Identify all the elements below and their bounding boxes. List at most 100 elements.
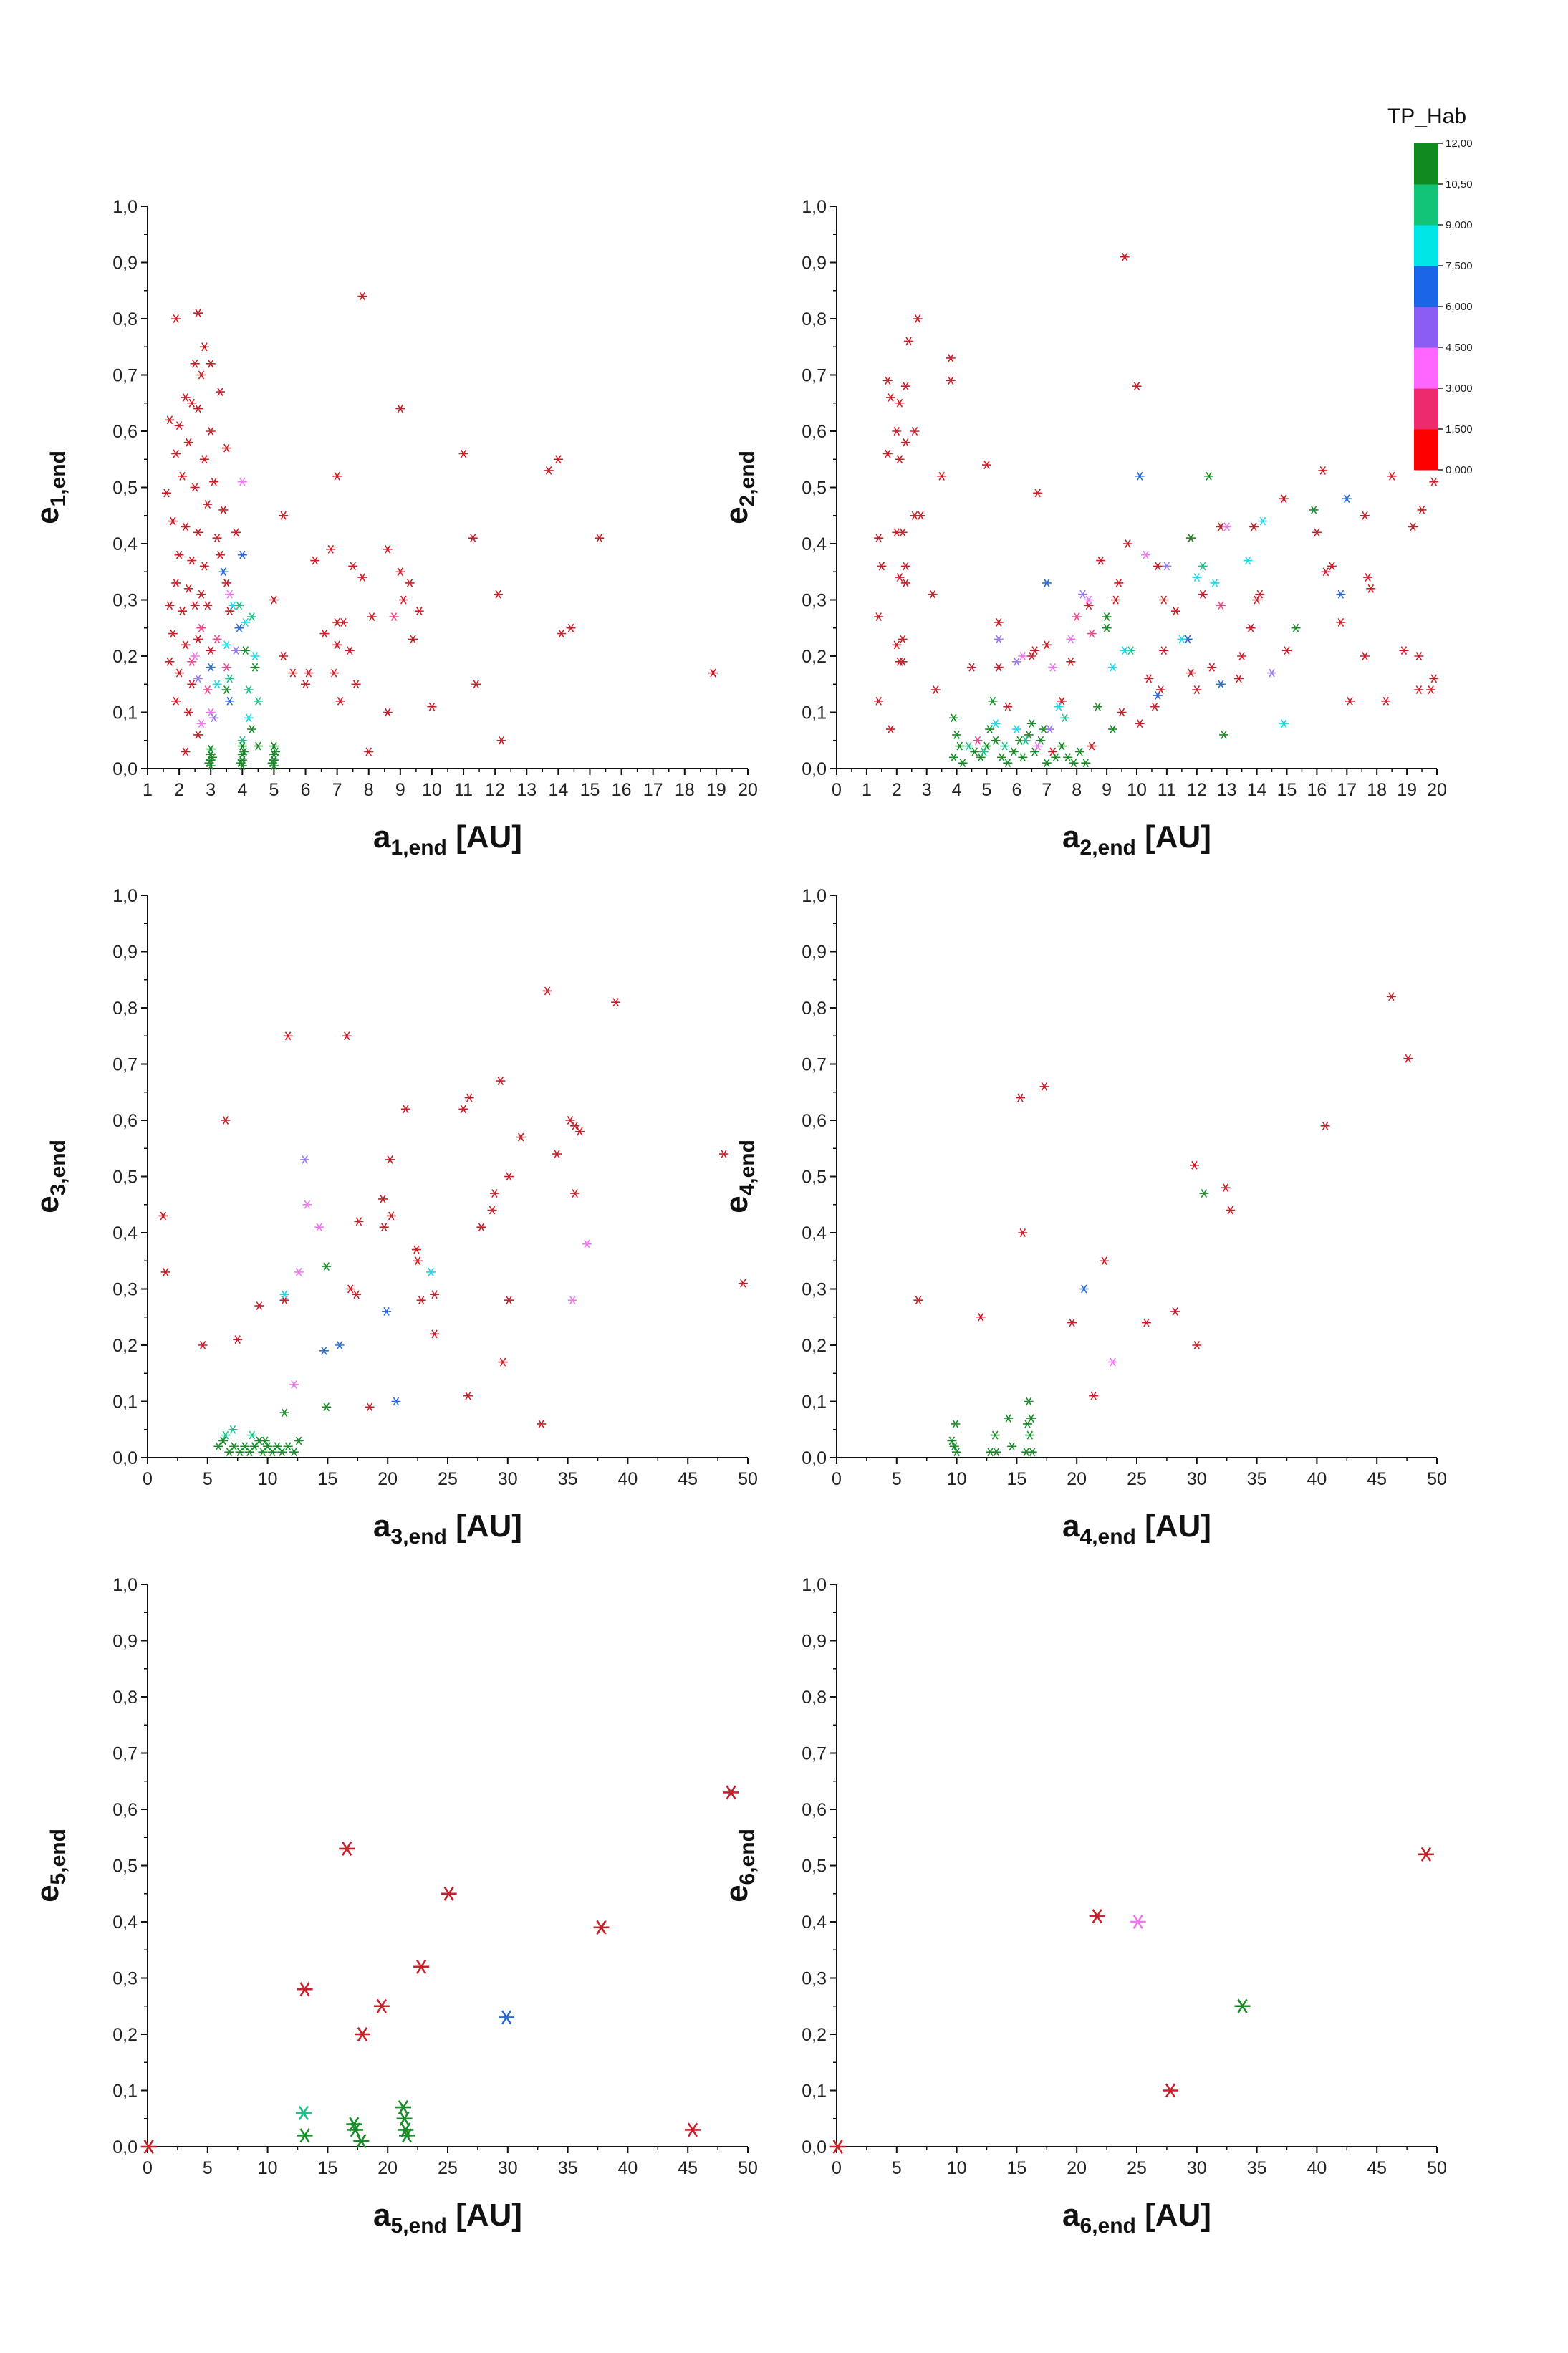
- data-point: [235, 1448, 245, 1457]
- data-point: [1000, 741, 1010, 751]
- data-point: [1258, 516, 1268, 526]
- data-point: [253, 696, 263, 706]
- data-point: [193, 635, 203, 644]
- x-tick-label: 5: [203, 1469, 213, 1489]
- y-tick-label: 0,2: [112, 1336, 138, 1356]
- data-point: [168, 629, 178, 638]
- data-point: [1072, 612, 1082, 622]
- data-point: [1114, 578, 1124, 587]
- data-point: [263, 1442, 273, 1451]
- data-point: [499, 2010, 515, 2025]
- data-point: [174, 550, 184, 559]
- data-point: [332, 471, 342, 481]
- data-point: [229, 1442, 239, 1451]
- x-tick-label: 35: [558, 1469, 578, 1489]
- data-point: [250, 663, 260, 672]
- data-point: [213, 1442, 223, 1451]
- y-tick-label: 0,5: [112, 1168, 138, 1188]
- data-point: [379, 1223, 389, 1232]
- data-point: [408, 635, 418, 644]
- x-tick-label: 35: [1247, 1469, 1267, 1489]
- y-tick-label: 0,7: [802, 366, 827, 386]
- data-point: [1087, 741, 1097, 751]
- data-point: [1177, 635, 1187, 644]
- data-point: [411, 1245, 421, 1254]
- data-point: [1107, 663, 1117, 672]
- data-point: [1011, 657, 1021, 666]
- data-point: [199, 562, 209, 571]
- y-tick-label: 0,9: [112, 943, 138, 963]
- data-point: [249, 1442, 259, 1451]
- y-tick-label: 0,4: [112, 1912, 138, 1933]
- data-point: [158, 1211, 168, 1221]
- x-tick-label: 10: [422, 780, 442, 800]
- data-point: [353, 2134, 370, 2149]
- y-tick-label: 0,5: [802, 1857, 827, 1877]
- data-point: [978, 747, 989, 756]
- data-point: [1386, 992, 1396, 1001]
- data-point: [329, 668, 339, 678]
- x-tick-label: 15: [1006, 1469, 1026, 1489]
- data-point: [885, 393, 895, 402]
- colorbar-band: [1414, 347, 1438, 389]
- y-tick-label: 0,7: [112, 1744, 138, 1764]
- data-point: [332, 640, 342, 650]
- data-point: [963, 741, 973, 751]
- data-point: [190, 359, 200, 368]
- data-point: [272, 1442, 282, 1451]
- x-tick-label: 35: [1247, 2158, 1267, 2178]
- data-point: [187, 680, 197, 689]
- x-tick-label: 10: [258, 2158, 278, 2178]
- x-tick-label: 10: [258, 1469, 278, 1489]
- data-point: [426, 1267, 436, 1276]
- x-tick-label: 10: [947, 1469, 967, 1489]
- data-point: [1039, 1082, 1049, 1091]
- data-point: [1156, 685, 1166, 695]
- data-point: [304, 668, 314, 678]
- data-point: [885, 725, 895, 734]
- data-point: [183, 708, 193, 717]
- data-point: [357, 573, 367, 582]
- data-point: [900, 562, 910, 571]
- x-tick-label: 5: [203, 2158, 213, 2178]
- data-point: [267, 1448, 277, 1457]
- data-point: [221, 663, 231, 672]
- data-point: [1093, 702, 1103, 711]
- data-point: [1120, 646, 1130, 655]
- x-axis-label: a1,end [AU]: [373, 819, 522, 860]
- data-point: [395, 567, 405, 577]
- x-tick-label: 19: [706, 780, 726, 800]
- data-point: [244, 685, 254, 695]
- data-point: [1243, 556, 1253, 565]
- data-point: [458, 449, 468, 458]
- data-point: [611, 998, 621, 1007]
- data-point: [718, 1150, 728, 1159]
- data-point: [708, 668, 718, 678]
- y-tick-label: 0,7: [112, 1055, 138, 1075]
- data-point: [183, 438, 193, 447]
- data-point: [892, 427, 902, 436]
- data-point: [1381, 696, 1391, 706]
- data-point: [895, 657, 905, 666]
- x-tick-label: 18: [1367, 780, 1387, 800]
- data-point: [322, 1402, 332, 1412]
- data-point: [347, 2122, 363, 2137]
- x-tick-label: 8: [364, 780, 374, 800]
- data-point: [140, 2139, 157, 2155]
- data-point: [951, 1419, 961, 1428]
- data-point: [221, 640, 231, 650]
- y-axis-label: e2,end: [719, 451, 759, 524]
- data-point: [990, 1430, 1000, 1440]
- data-point: [209, 713, 219, 723]
- data-point: [225, 590, 235, 599]
- data-point: [283, 1442, 293, 1451]
- data-point: [557, 629, 567, 638]
- data-point: [1135, 719, 1145, 728]
- data-point: [183, 584, 193, 593]
- data-point: [996, 753, 1006, 762]
- data-point: [240, 1442, 250, 1451]
- data-point: [1011, 725, 1021, 734]
- x-tick-label: 13: [516, 780, 537, 800]
- data-point: [206, 427, 216, 436]
- data-point: [271, 747, 281, 756]
